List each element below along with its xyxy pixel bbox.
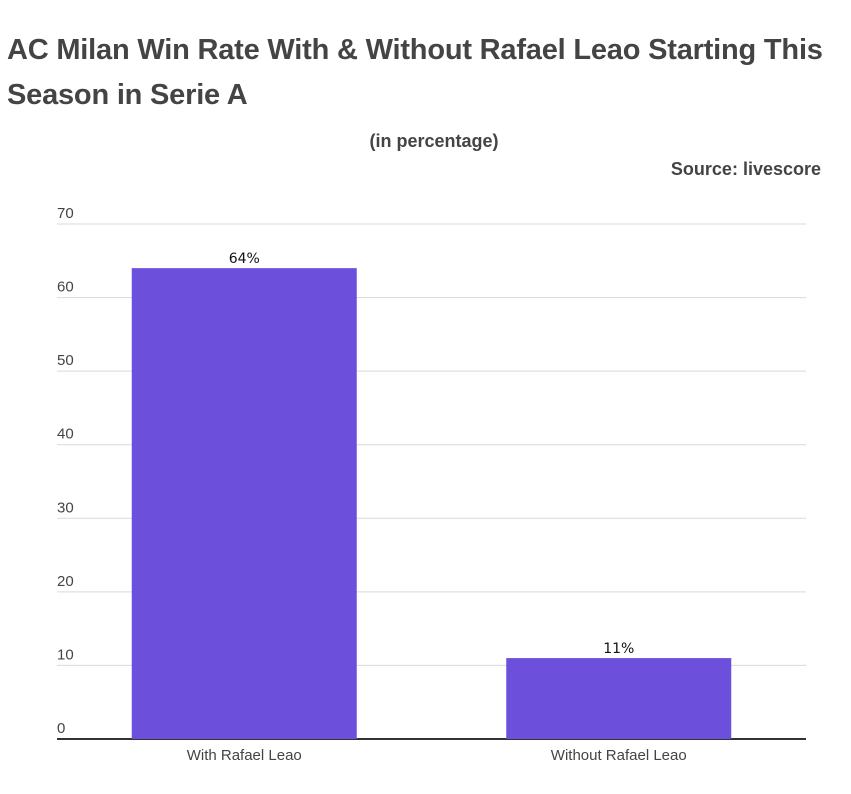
- y-tick-label: 70: [57, 205, 74, 222]
- chart-source: Source: livescore: [670, 159, 821, 179]
- x-category-label: With Rafael Leao: [187, 747, 302, 764]
- y-tick-label: 50: [57, 352, 74, 369]
- bars: [131, 268, 732, 739]
- y-tick-label: 60: [57, 279, 74, 296]
- data-label: 64%: [229, 251, 260, 267]
- labels: 0 10 20 30 40 50 60 70 64% With Rafael Leao 11% Wit…: [57, 205, 687, 764]
- bar: [506, 658, 732, 739]
- y-tick-label: 40: [57, 426, 74, 443]
- y-tick-label: 20: [57, 573, 74, 590]
- data-label: 11%: [603, 641, 634, 657]
- x-category-label: Without Rafael Leao: [551, 747, 687, 764]
- bar: [131, 268, 357, 739]
- chart-subtitle: (in percentage): [369, 131, 499, 151]
- y-tick-label: 0: [57, 720, 65, 737]
- y-tick-label: 10: [57, 646, 74, 663]
- chart-title: AC Milan Win Rate With & Without Rafael …: [7, 34, 823, 111]
- y-tick-label: 30: [57, 499, 74, 516]
